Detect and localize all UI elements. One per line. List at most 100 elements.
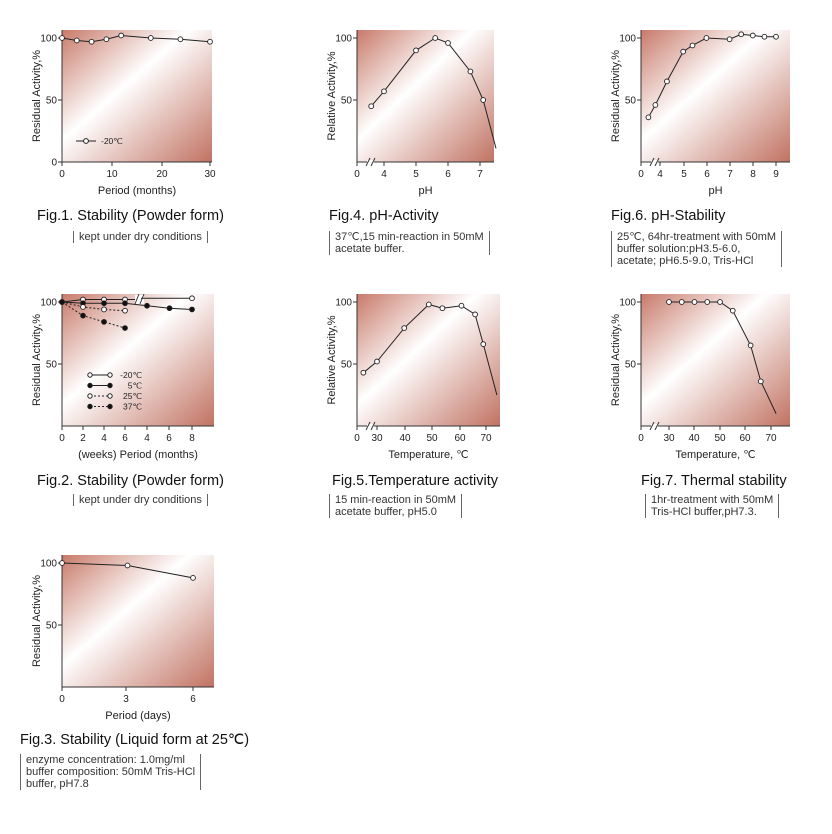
legend-label: 37℃ — [123, 402, 142, 412]
axis-break-mark — [649, 157, 655, 167]
data-point — [749, 32, 756, 39]
y-axis-label: Residual Activity,% — [31, 575, 43, 667]
y-tick-label: 0 — [51, 158, 57, 169]
x-tick-label: 0 — [354, 169, 360, 180]
fig7-plot: 50 100 0 30 40 50 60 70 Temperature, ℃ Residual A… — [610, 294, 790, 461]
x-tick-label: 50 — [714, 433, 726, 444]
fig3-note-line: buffer composition: 50mM Tris-HCl — [26, 766, 196, 778]
legend-label: -20℃ — [120, 370, 142, 380]
x-axis-label: (weeks) Period (months) — [78, 449, 198, 461]
fig7-note-line: 1hr-treatment with 50mM — [651, 494, 774, 506]
axis-break-mark — [365, 421, 371, 431]
data-point — [374, 358, 380, 365]
x-tick-label: 6 — [704, 169, 710, 180]
fig4-note-line: 37℃,15 min-reaction in 50mM — [335, 231, 484, 243]
data-point — [480, 97, 487, 103]
axis-break-mark — [370, 421, 376, 431]
data-point — [166, 305, 173, 312]
x-tick-label: 9 — [773, 169, 779, 180]
data-point — [761, 33, 768, 40]
series-line — [61, 301, 126, 312]
data-point — [729, 307, 736, 314]
x-tick-label: 50 — [426, 433, 438, 444]
fig6-note-line: acetate; pH6.5-9.0, Tris-HCl — [617, 255, 754, 267]
data-point — [177, 36, 184, 43]
x-tick-label: 40 — [399, 433, 411, 444]
data-point — [413, 47, 419, 54]
y-axis-label: Residual Activity,% — [31, 314, 43, 406]
data-point — [680, 48, 687, 55]
data-point — [59, 299, 65, 305]
data-point — [773, 33, 779, 40]
data-point — [439, 305, 446, 312]
x-tick-label: 40 — [688, 433, 700, 444]
x-tick-label: 7 — [727, 169, 733, 180]
legend-marker — [107, 393, 113, 399]
x-tick-label: 6 — [122, 433, 128, 444]
y-axis-label: Residual Activity,% — [610, 314, 622, 406]
series-break-gap — [135, 295, 144, 304]
fig3-note-line: buffer, pH7.8 — [26, 778, 89, 790]
axis-break-gap — [367, 160, 374, 164]
x-tick-label: 3 — [123, 694, 129, 705]
x-tick-label: 10 — [106, 169, 118, 180]
y-tick-label: 50 — [46, 96, 58, 107]
plot-area — [641, 30, 790, 162]
axis-break-mark — [649, 421, 655, 431]
series-line — [370, 37, 497, 149]
fig2-plot: 50 100 0 2 4 6 4 6 8 (weeks) Period (months) Resid… — [31, 293, 214, 461]
data-point — [122, 325, 128, 331]
axis-break-gap — [367, 424, 374, 428]
x-axis-label: Period (months) — [98, 185, 176, 197]
data-point — [689, 42, 696, 49]
x-tick-label: 7 — [477, 169, 483, 180]
x-tick-label: 0 — [638, 169, 644, 180]
x-tick-label: 70 — [765, 433, 777, 444]
fig6-title: Fig.6. pH-Stability — [611, 208, 726, 224]
fig4-title: Fig.4. pH-Activity — [329, 208, 439, 224]
x-tick-label: 8 — [750, 169, 756, 180]
x-tick-label: 4 — [657, 169, 663, 180]
fig6-plot: 50 100 0 4 5 6 7 8 9 pH Residual Activity,% — [610, 30, 790, 197]
x-tick-label: 5 — [681, 169, 687, 180]
fig6-note-line: buffer solution:pH3.5-6.0, — [617, 243, 741, 255]
fig7-note-line: Tris-HCl buffer,pH7.3. — [651, 506, 757, 518]
fig5-title: Fig.5.Temperature activity — [332, 473, 499, 489]
y-tick-label: 50 — [341, 96, 353, 107]
fig5-plot: 50 100 0 30 40 50 60 70 Temperature, ℃ Relative A… — [326, 294, 500, 461]
y-tick-label: 100 — [40, 34, 57, 45]
fig2-note-line: kept under dry conditions — [79, 494, 202, 506]
data-point — [189, 306, 195, 313]
plot-area — [641, 294, 790, 426]
y-tick-label: 50 — [625, 96, 637, 107]
fig2-note: kept under dry conditions — [73, 494, 208, 506]
y-axis-label: Residual Activity,% — [31, 50, 43, 142]
fig1-note: kept under dry conditions — [73, 231, 208, 243]
x-tick-label: 0 — [638, 433, 644, 444]
fig4-note-line: acetate buffer. — [335, 243, 405, 255]
data-point — [757, 378, 764, 385]
data-point — [645, 114, 652, 121]
fig6-note-line: 25℃, 64hr-treatment with 50mM — [617, 231, 777, 243]
data-point — [472, 311, 478, 318]
data-point — [738, 31, 745, 38]
data-point — [59, 560, 65, 566]
data-point — [678, 299, 685, 305]
data-point — [189, 295, 195, 302]
x-axis-label: Temperature, ℃ — [388, 449, 468, 461]
y-axis-label: Relative Activity,% — [326, 51, 338, 140]
data-point — [147, 35, 154, 41]
x-tick-label: 70 — [480, 433, 492, 444]
fig5-note: 15 min-reaction in 50mM acetate buffer, … — [329, 494, 463, 518]
fig3-note: enzyme concentration: 1.0mg/ml buffer co… — [20, 754, 202, 790]
x-tick-label: 6 — [445, 169, 451, 180]
axis-break-mark — [654, 157, 660, 167]
x-tick-label: 20 — [156, 169, 168, 180]
x-tick-label: 60 — [454, 433, 466, 444]
y-tick-label: 100 — [619, 298, 636, 309]
data-point — [747, 342, 754, 349]
data-point — [207, 38, 213, 45]
legend-label: -20℃ — [101, 136, 123, 146]
data-point — [118, 32, 125, 39]
fig7-note: 1hr-treatment with 50mM Tris-HCl buffer,… — [645, 494, 780, 518]
